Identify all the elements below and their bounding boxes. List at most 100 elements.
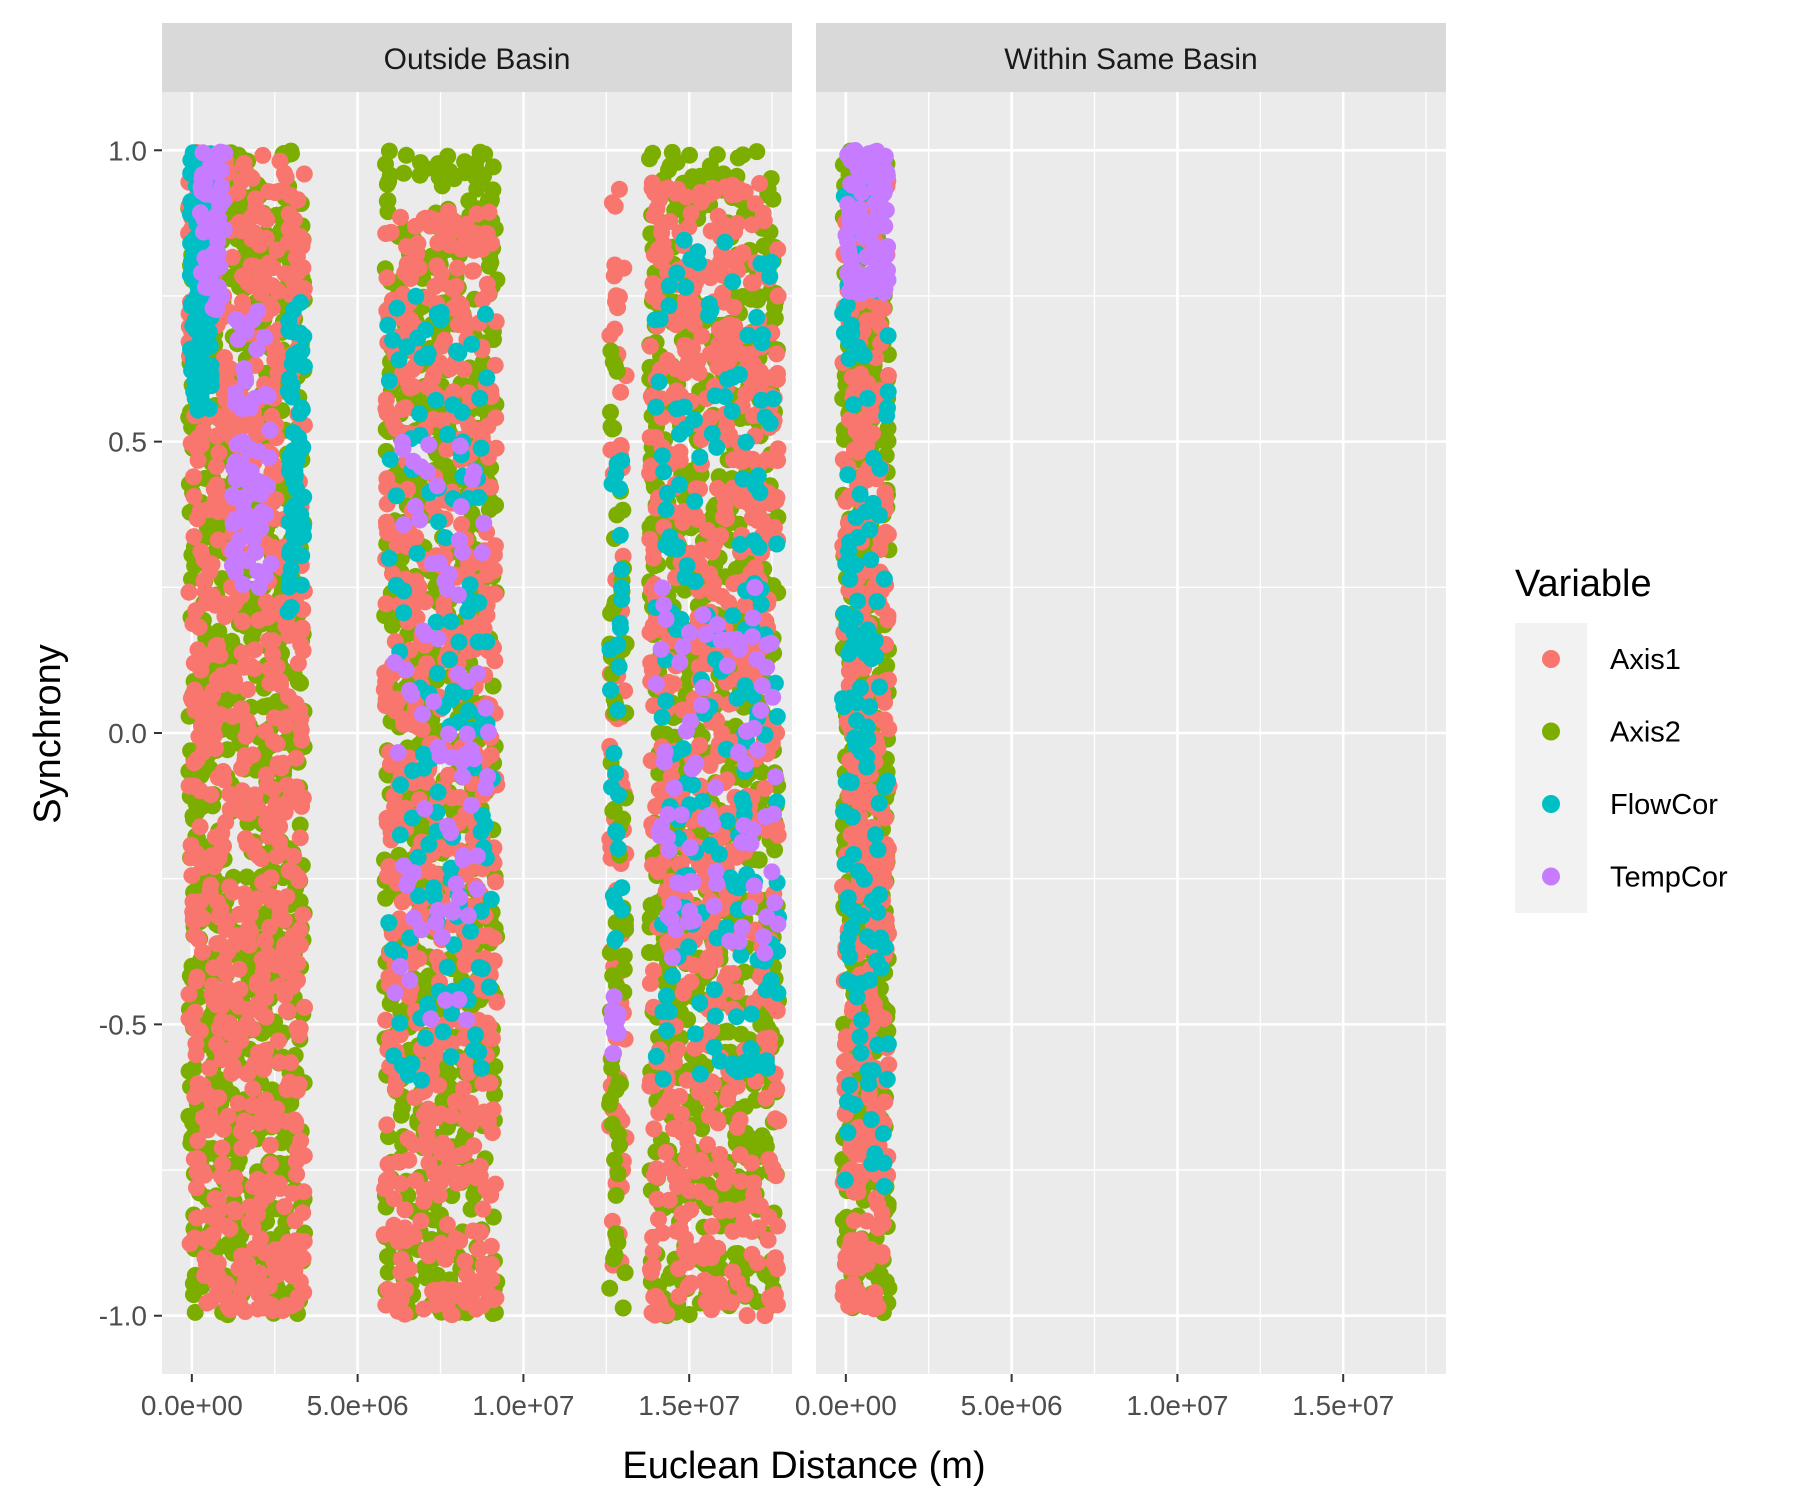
point-flowcor	[612, 619, 629, 637]
point-axis2	[614, 1299, 632, 1317]
point-tempcor	[459, 907, 477, 925]
point-axis2	[691, 167, 709, 185]
point-flowcor	[608, 824, 626, 842]
point-axis1	[215, 954, 233, 972]
point-axis2	[439, 147, 457, 165]
point-axis1	[478, 275, 496, 293]
point-axis2	[255, 698, 273, 716]
point-flowcor	[391, 826, 409, 844]
point-axis1	[289, 1253, 307, 1271]
point-tempcor	[477, 779, 495, 797]
point-axis1	[467, 1300, 485, 1318]
point-axis2	[602, 403, 619, 421]
point-flowcor	[438, 958, 456, 976]
point-axis1	[232, 222, 250, 239]
point-axis1	[487, 873, 504, 891]
point-tempcor	[401, 682, 419, 699]
point-axis1	[291, 701, 309, 719]
point-flowcor	[294, 438, 312, 456]
point-axis1	[286, 1212, 304, 1230]
point-axis1	[289, 654, 307, 672]
point-axis1	[229, 1094, 247, 1112]
point-axis1	[269, 282, 287, 300]
point-tempcor	[609, 1005, 627, 1023]
point-axis1	[223, 1064, 240, 1082]
point-axis1	[221, 785, 239, 803]
point-flowcor	[602, 681, 620, 699]
point-axis1	[295, 1183, 313, 1201]
point-tempcor	[473, 544, 491, 562]
point-axis1	[264, 646, 282, 663]
point-axis1	[289, 191, 307, 209]
point-axis1	[187, 1035, 205, 1053]
point-axis1	[271, 833, 288, 851]
point-tempcor	[241, 527, 259, 545]
point-flowcor	[188, 309, 206, 327]
point-flowcor	[427, 391, 445, 409]
point-axis1	[225, 936, 243, 954]
point-axis1	[276, 1198, 293, 1216]
point-axis2	[681, 146, 698, 164]
point-axis1	[282, 1054, 299, 1072]
point-tempcor	[261, 421, 279, 439]
point-tempcor	[450, 531, 468, 549]
point-axis2	[604, 967, 622, 985]
point-axis1	[254, 985, 272, 1002]
point-axis1	[428, 257, 446, 275]
point-flowcor	[470, 1043, 488, 1061]
point-axis1	[282, 949, 300, 967]
point-axis1	[246, 789, 264, 807]
point-axis1	[463, 262, 481, 280]
point-tempcor	[429, 739, 447, 756]
point-axis1	[430, 1076, 447, 1094]
point-axis2	[180, 1062, 198, 1080]
point-flowcor	[606, 932, 624, 949]
point-axis1	[258, 777, 276, 795]
point-tempcor	[389, 744, 407, 762]
point-tempcor	[194, 166, 211, 184]
point-tempcor	[427, 914, 445, 932]
point-flowcor	[387, 576, 405, 594]
point-axis1	[615, 259, 633, 277]
point-axis2	[753, 1127, 771, 1145]
point-axis1	[213, 990, 231, 1008]
point-axis1	[478, 225, 496, 243]
point-axis1	[415, 1300, 433, 1318]
point-axis1	[235, 885, 253, 903]
point-axis1	[419, 1100, 437, 1118]
point-axis1	[412, 1212, 430, 1230]
point-flowcor	[293, 547, 311, 565]
point-tempcor	[458, 672, 476, 690]
point-axis2	[607, 1225, 625, 1243]
point-tempcor	[454, 851, 472, 869]
point-axis1	[450, 294, 468, 312]
point-axis1	[294, 232, 312, 250]
point-axis2	[615, 947, 633, 965]
point-axis1	[267, 803, 285, 820]
point-axis1	[194, 943, 211, 961]
point-axis1	[188, 968, 206, 986]
point-axis1	[766, 1286, 784, 1304]
point-axis1	[187, 911, 205, 929]
point-tempcor	[475, 514, 493, 532]
point-axis1	[645, 962, 662, 980]
point-axis1	[769, 287, 787, 305]
point-tempcor	[451, 437, 469, 455]
point-axis1	[268, 950, 286, 968]
point-flowcor	[411, 405, 428, 423]
point-axis1	[180, 777, 198, 795]
point-tempcor	[244, 482, 262, 499]
point-axis1	[269, 1032, 287, 1050]
point-axis1	[192, 542, 210, 560]
point-axis1	[205, 726, 223, 744]
point-tempcor	[440, 725, 458, 743]
point-axis1	[187, 602, 205, 620]
point-tempcor	[198, 253, 216, 271]
point-flowcor	[480, 978, 498, 996]
point-axis1	[405, 1227, 423, 1245]
point-flowcor	[293, 401, 311, 419]
point-axis2	[605, 1250, 623, 1268]
point-axis1	[432, 274, 450, 292]
point-axis1	[484, 1291, 502, 1309]
point-axis1	[291, 921, 309, 939]
